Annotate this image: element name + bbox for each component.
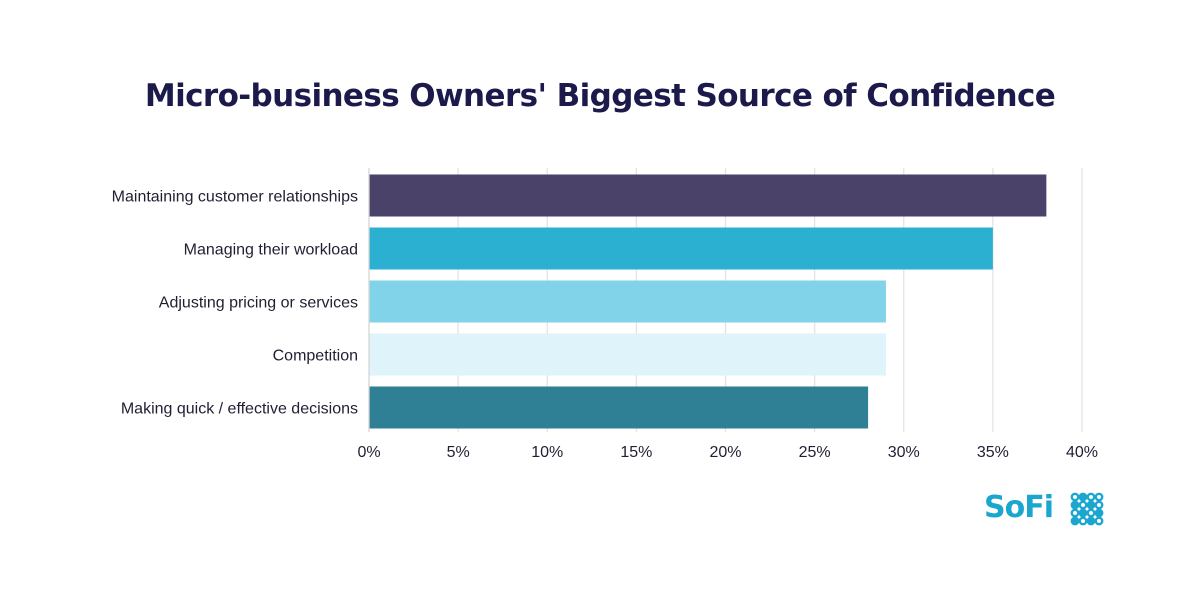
logo-text: SoFi bbox=[984, 490, 1054, 525]
bar bbox=[369, 174, 1047, 217]
bar bbox=[369, 386, 869, 429]
bar bbox=[369, 333, 886, 376]
bar bbox=[369, 227, 993, 270]
dots-logo-icon bbox=[1070, 492, 1104, 526]
x-tick-label: 0% bbox=[357, 444, 380, 461]
x-tick-label: 40% bbox=[1066, 444, 1098, 461]
x-tick-labels: 0% 5% 10% 15% 20% 25% 30% 35% 40% bbox=[357, 444, 1098, 461]
x-tick-label: 10% bbox=[531, 444, 563, 461]
x-tick-label: 30% bbox=[888, 444, 920, 461]
category-label: Adjusting pricing or services bbox=[159, 295, 358, 312]
category-label: Competition bbox=[273, 348, 358, 365]
bars bbox=[369, 174, 1047, 429]
x-tick-label: 20% bbox=[709, 444, 741, 461]
x-tick-label: 15% bbox=[620, 444, 652, 461]
category-label: Maintaining customer relationships bbox=[112, 189, 358, 206]
category-label: Managing their workload bbox=[184, 242, 358, 259]
category-labels: Maintaining customer relationships Managi… bbox=[112, 189, 358, 418]
sofi-logo: SoFi bbox=[984, 488, 1108, 528]
category-label: Making quick / effective decisions bbox=[121, 401, 358, 418]
chart-title: Micro-business Owners' Biggest Source of… bbox=[144, 78, 1056, 114]
x-tick-label: 35% bbox=[977, 444, 1009, 461]
x-tick-label: 25% bbox=[799, 444, 831, 461]
x-tick-label: 5% bbox=[447, 444, 470, 461]
bar bbox=[369, 280, 886, 323]
